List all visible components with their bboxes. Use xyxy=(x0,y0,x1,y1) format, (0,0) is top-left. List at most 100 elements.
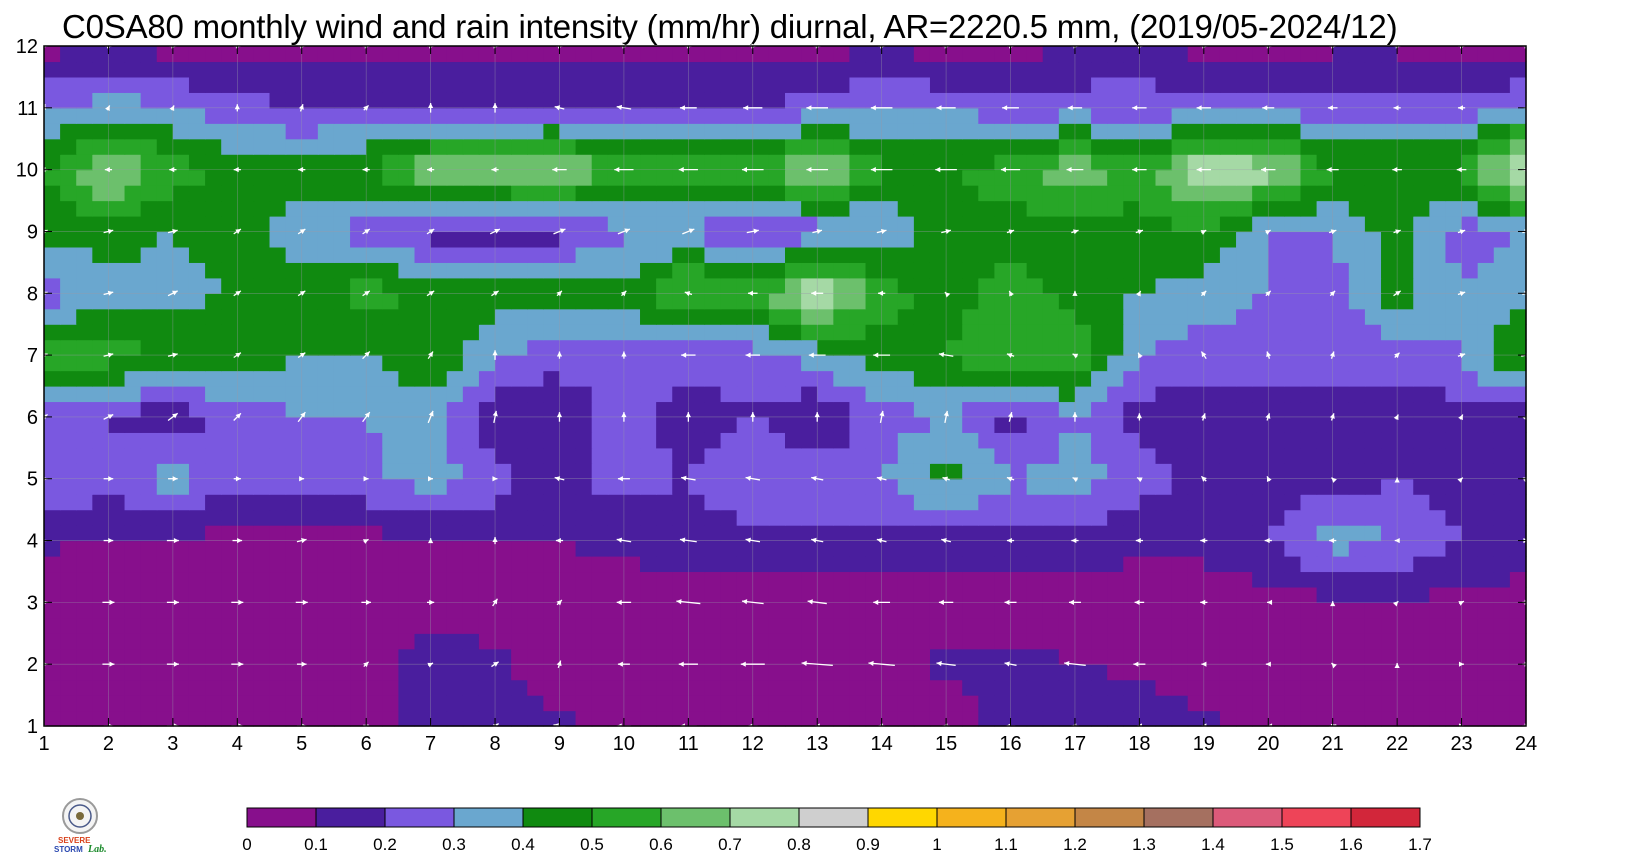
rain-cell xyxy=(592,201,609,217)
rain-cell xyxy=(1091,231,1108,247)
rain-cell xyxy=(1397,216,1414,232)
rain-cell xyxy=(511,231,528,247)
rain-cell xyxy=(157,711,174,727)
rain-cell xyxy=(721,92,738,108)
rain-cell xyxy=(624,711,641,727)
rain-cell xyxy=(221,386,238,402)
rain-cell xyxy=(817,61,834,77)
rain-cell xyxy=(1445,633,1462,649)
rain-cell xyxy=(898,463,915,479)
rain-cell xyxy=(1091,108,1108,124)
rain-cell xyxy=(1139,61,1156,77)
rain-cell xyxy=(189,602,206,618)
rain-cell xyxy=(1478,355,1495,371)
rain-cell xyxy=(592,401,609,417)
rain-cell xyxy=(849,46,866,62)
rain-cell xyxy=(141,587,158,603)
rain-cell xyxy=(1107,154,1124,170)
rain-cell xyxy=(1317,278,1334,294)
rain-cell xyxy=(1204,355,1221,371)
rain-cell xyxy=(704,463,721,479)
rain-cell xyxy=(479,371,496,387)
rain-cell xyxy=(334,494,351,510)
rain-cell xyxy=(1494,185,1511,201)
rain-cell xyxy=(962,664,979,680)
colorbar-swatch xyxy=(247,808,316,827)
rain-cell xyxy=(463,340,480,356)
rain-cell xyxy=(382,77,399,93)
rain-cell xyxy=(125,231,142,247)
rain-cell xyxy=(205,510,222,526)
rain-cell xyxy=(721,525,738,541)
rain-cell xyxy=(898,664,915,680)
rain-cell xyxy=(173,417,190,433)
rain-cell xyxy=(866,711,883,727)
rain-cell xyxy=(592,154,609,170)
rain-cell xyxy=(1123,602,1140,618)
rain-cell xyxy=(1349,92,1366,108)
colorbar-label: 0.7 xyxy=(718,835,742,854)
rain-cell xyxy=(1284,633,1301,649)
rain-cell xyxy=(1043,401,1060,417)
rain-cell xyxy=(415,432,432,448)
rain-cell xyxy=(559,494,576,510)
rain-cell xyxy=(1462,680,1479,696)
rain-cell xyxy=(930,77,947,93)
rain-cell xyxy=(656,309,673,325)
rain-cell xyxy=(108,92,125,108)
rain-cell xyxy=(785,571,802,587)
rain-cell xyxy=(431,695,448,711)
rain-cell xyxy=(559,61,576,77)
rain-cell xyxy=(543,216,560,232)
rain-cell xyxy=(173,494,190,510)
rain-cell xyxy=(1349,448,1366,464)
rain-cell xyxy=(415,494,432,510)
rain-cell xyxy=(1236,664,1253,680)
rain-cell xyxy=(1027,293,1044,309)
rain-cell xyxy=(753,185,770,201)
rain-cell xyxy=(221,618,238,634)
rain-cell xyxy=(785,711,802,727)
rain-cell xyxy=(1381,92,1398,108)
rain-cell xyxy=(978,201,995,217)
rain-cell xyxy=(785,386,802,402)
rain-cell xyxy=(608,77,625,93)
rain-cell xyxy=(157,649,174,665)
rain-cell xyxy=(1027,201,1044,217)
rain-cell xyxy=(688,448,705,464)
rain-cell xyxy=(108,479,125,495)
rain-cell xyxy=(656,293,673,309)
rain-cell xyxy=(1220,618,1237,634)
x-tick-label: 24 xyxy=(1515,733,1537,755)
rain-cell xyxy=(559,541,576,557)
rain-cell xyxy=(833,139,850,155)
rain-cell xyxy=(495,680,512,696)
rain-cell xyxy=(592,602,609,618)
rain-cell xyxy=(270,46,287,62)
rain-cell xyxy=(382,695,399,711)
rain-cell xyxy=(205,695,222,711)
rain-cell xyxy=(205,633,222,649)
rain-cell xyxy=(253,61,270,77)
rain-cell xyxy=(366,46,383,62)
rain-cell xyxy=(141,463,158,479)
rain-cell xyxy=(721,154,738,170)
rain-cell xyxy=(1349,170,1366,186)
rain-cell xyxy=(1204,432,1221,448)
rain-cell xyxy=(302,324,319,340)
rain-cell xyxy=(769,170,786,186)
rain-cell xyxy=(334,92,351,108)
rain-cell xyxy=(1139,587,1156,603)
rain-cell xyxy=(1397,633,1414,649)
rain-cell xyxy=(1204,633,1221,649)
rain-cell xyxy=(527,108,544,124)
rain-cell xyxy=(962,386,979,402)
rain-cell xyxy=(559,309,576,325)
rain-cell xyxy=(495,401,512,417)
rain-cell xyxy=(1413,541,1430,557)
rain-cell xyxy=(108,340,125,356)
rain-cell xyxy=(543,633,560,649)
rain-cell xyxy=(382,309,399,325)
rain-cell xyxy=(1236,510,1253,526)
rain-cell xyxy=(1236,680,1253,696)
